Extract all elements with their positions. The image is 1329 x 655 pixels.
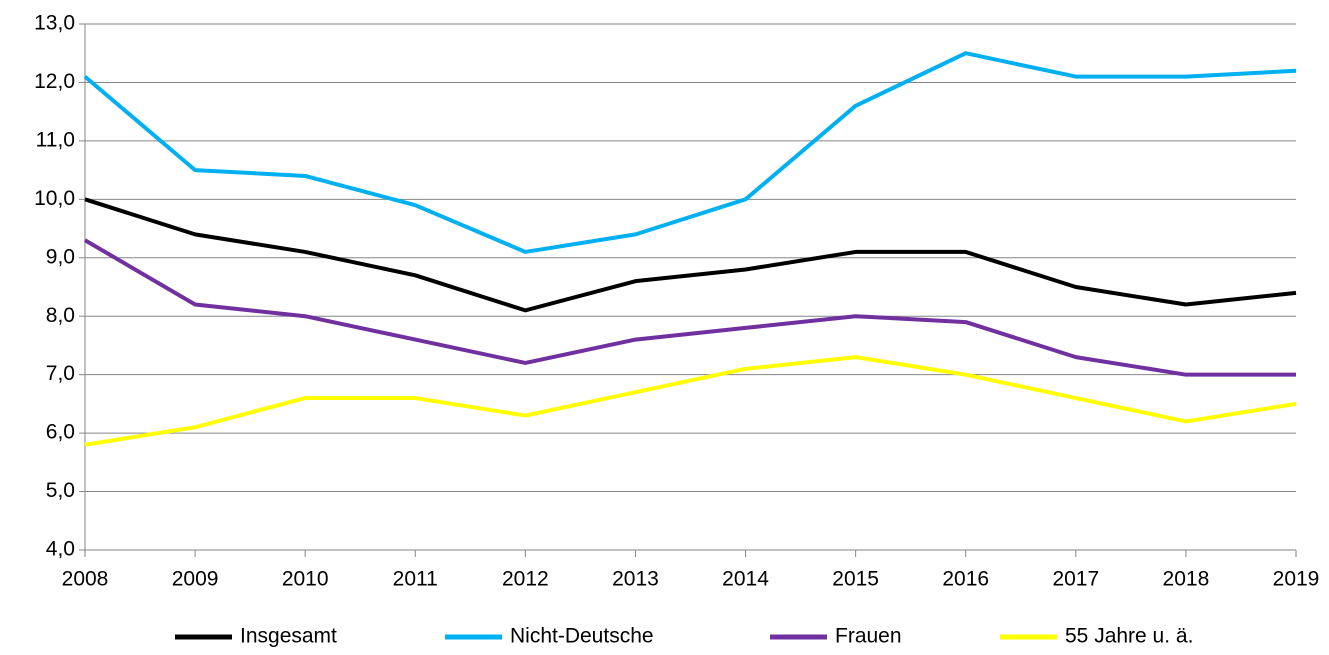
x-tick-label: 2010 (282, 568, 329, 591)
x-tick-label: 2015 (832, 568, 879, 591)
x-tick-label: 2019 (1273, 568, 1320, 591)
legend-label: Insgesamt (240, 625, 337, 648)
legend-label: Nicht-Deutsche (510, 625, 654, 648)
x-tick-label: 2008 (62, 568, 109, 591)
x-tick-label: 2017 (1052, 568, 1099, 591)
series-line (83, 51, 1297, 254)
legend-label: 55 Jahre u. ä. (1065, 625, 1193, 648)
x-tick-label: 2009 (172, 568, 219, 591)
y-tick-label: 12,0 (34, 70, 75, 93)
x-tick-label: 2012 (502, 568, 549, 591)
x-tick-label: 2013 (612, 568, 659, 591)
series-line (83, 238, 1296, 377)
y-tick-label: 4,0 (46, 538, 75, 561)
legend-label: Frauen (835, 625, 902, 648)
y-tick-label: 8,0 (46, 304, 75, 327)
series-line (84, 197, 1297, 313)
y-tick-label: 10,0 (34, 187, 75, 210)
y-tick-label: 9,0 (46, 245, 75, 268)
y-tick-label: 6,0 (46, 421, 75, 444)
y-tick-label: 5,0 (46, 479, 75, 502)
x-tick-label: 2018 (1163, 568, 1210, 591)
series-line (84, 355, 1297, 447)
x-tick-label: 2014 (722, 568, 769, 591)
y-tick-label: 13,0 (34, 12, 75, 35)
y-tick-label: 7,0 (46, 362, 75, 385)
y-tick-label: 11,0 (36, 128, 75, 151)
x-tick-label: 2016 (942, 568, 989, 591)
x-tick-label: 2011 (393, 568, 438, 591)
